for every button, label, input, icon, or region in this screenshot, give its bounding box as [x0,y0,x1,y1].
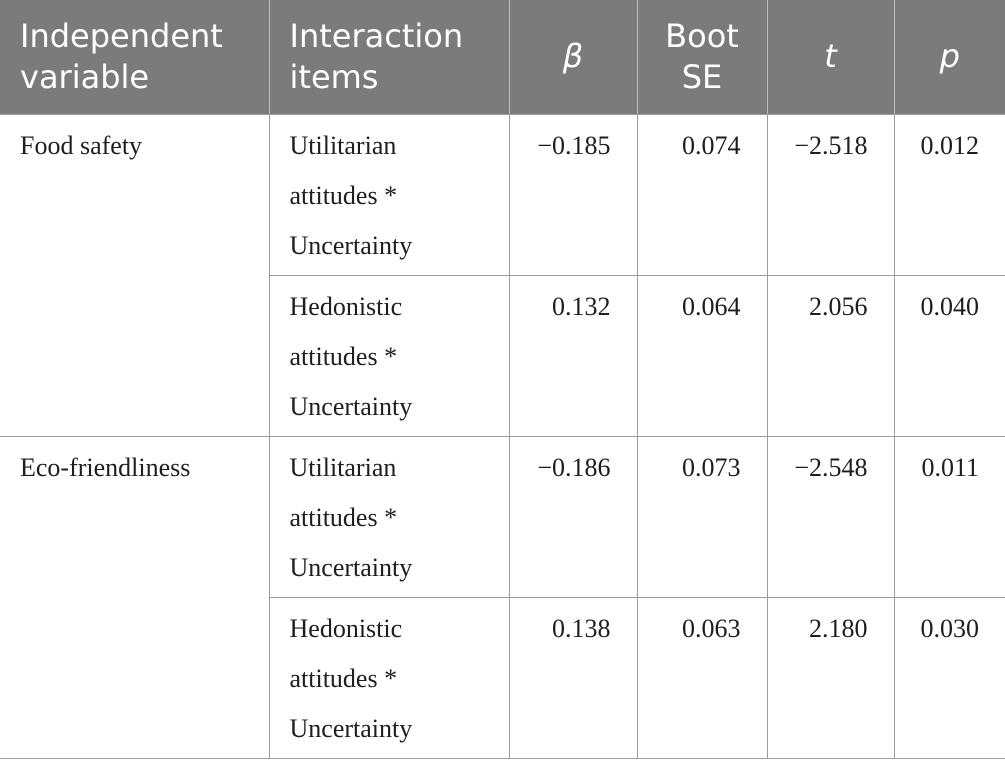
interaction-cell: Hedonistic attitudes * Uncertainty [269,597,510,759]
header-t: t [767,0,895,115]
t-cell: −2.518 [767,114,895,276]
header-row: Independent variable Interaction items β… [0,0,1005,115]
t-cell: 2.180 [767,597,895,759]
boot-se-cell: 0.063 [637,597,768,759]
beta-cell: −0.185 [509,114,638,276]
independent-variable-cell: Eco-friendliness [0,436,270,759]
t-cell: 2.056 [767,275,895,437]
t-cell: −2.548 [767,436,895,598]
table-header: Independent variable Interaction items β… [0,0,1005,115]
header-beta: β [509,0,638,115]
p-cell: 0.040 [894,275,1005,437]
table-body: Food safety Utilitarian attitudes * Unce… [0,114,1005,759]
header-interaction-items: Interaction items [269,0,510,115]
table-row: Eco-friendliness Utilitarian attitudes *… [0,436,1005,759]
header-boot-se: Boot SE [637,0,768,115]
independent-variable-cell: Food safety [0,114,270,437]
p-cell: 0.030 [894,597,1005,759]
p-cell: 0.012 [894,114,1005,276]
boot-se-cell: 0.064 [637,275,768,437]
table-row: Food safety Utilitarian attitudes * Unce… [0,114,1005,437]
beta-cell: 0.132 [509,275,638,437]
boot-se-cell: 0.073 [637,436,768,598]
results-table: Independent variable Interaction items β… [0,0,1005,759]
header-independent-variable: Independent variable [0,0,270,115]
beta-cell: −0.186 [509,436,638,598]
table-row: Hedonistic attitudes * Uncertainty 0.138… [0,597,1005,759]
interaction-cell: Hedonistic attitudes * Uncertainty [269,275,510,437]
interaction-cell: Utilitarian attitudes * Uncertainty [269,114,510,276]
p-cell: 0.011 [894,436,1005,598]
table-row: Hedonistic attitudes * Uncertainty 0.132… [0,275,1005,437]
boot-se-cell: 0.074 [637,114,768,276]
interaction-cell: Utilitarian attitudes * Uncertainty [269,436,510,598]
beta-cell: 0.138 [509,597,638,759]
header-p: p [894,0,1005,115]
